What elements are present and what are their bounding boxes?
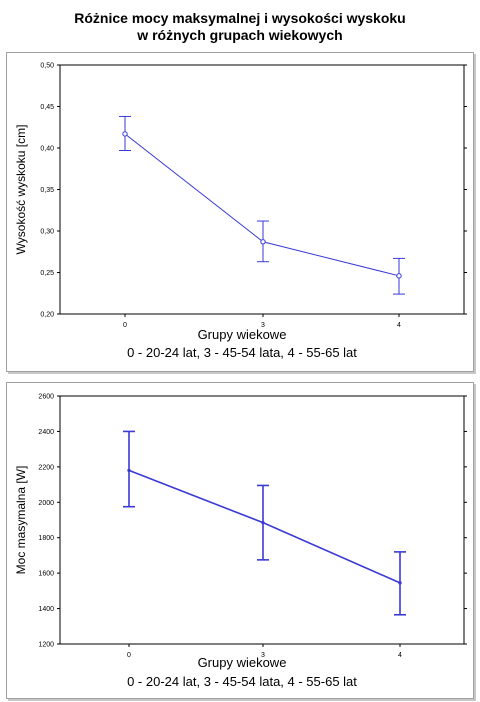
data-point xyxy=(261,520,265,525)
y-tick-label: 0,25 xyxy=(40,270,54,277)
y-tick-label: 0,40 xyxy=(40,146,54,153)
y-tick-label: 2600 xyxy=(38,394,54,401)
data-point xyxy=(398,581,402,585)
x-axis-legend-note: 0 - 20-24 lat, 3 - 45-54 lata, 4 - 55-65… xyxy=(127,345,357,360)
plot-frame xyxy=(59,64,465,315)
y-tick-label: 2000 xyxy=(38,500,54,507)
y-tick-label: 0,45 xyxy=(40,104,54,111)
x-axis-label: Grupy wiekowe xyxy=(198,327,287,342)
chart-title-line-2: w różnych grupach wiekowych xyxy=(137,27,343,43)
x-tick-label: 3 xyxy=(261,652,265,659)
data-point xyxy=(122,131,128,137)
x-axis-legend-note: 0 - 20-24 lat, 3 - 45-54 lata, 4 - 55-65… xyxy=(127,674,357,689)
x-tick-label: 3 xyxy=(261,322,265,329)
y-tick-label: 0,50 xyxy=(40,63,54,70)
max-power-chart: 2600 2400 2200 2000 1800 1600 1400 1200 0 3 4 Moc m… xyxy=(14,394,467,689)
y-tick-label: 0,30 xyxy=(40,229,54,236)
y-tick-label: 1800 xyxy=(38,535,54,542)
y-axis-label: Wysokość wyskoku [cm] xyxy=(14,125,28,255)
y-tick-label: 0,35 xyxy=(40,187,54,194)
series-line xyxy=(128,469,401,584)
chart-panel-jump-height: 0,50 0,45 0,40 0,35 0,30 0,25 0,20 0 3 4 Wysokość … xyxy=(6,52,474,372)
x-tick-label: 0 xyxy=(127,652,131,659)
y-tick-label: 1600 xyxy=(38,571,54,578)
y-tick-label: 1400 xyxy=(38,606,54,613)
chart-panel-max-power: 2600 2400 2200 2000 1800 1600 1400 1200 0 3 4 Moc m… xyxy=(6,382,474,699)
data-point xyxy=(260,239,266,245)
x-tick-label: 0 xyxy=(123,322,127,329)
y-tick-label: 2200 xyxy=(38,464,54,471)
series-line xyxy=(124,133,400,277)
data-point xyxy=(396,273,402,279)
y-tick-label: 2400 xyxy=(38,429,54,436)
y-tick-label: 1200 xyxy=(38,642,54,649)
jump-height-chart: 0,50 0,45 0,40 0,35 0,30 0,25 0,20 0 3 4 Wysokość … xyxy=(14,63,467,360)
plot-frame xyxy=(59,395,465,645)
y-axis-label: Moc masymalna [W] xyxy=(14,466,28,575)
x-axis-label: Grupy wiekowe xyxy=(198,655,287,670)
data-point xyxy=(127,468,131,473)
x-tick-label: 4 xyxy=(398,652,402,659)
y-tick-label: 0,20 xyxy=(40,312,54,319)
x-tick-label: 4 xyxy=(397,322,401,329)
chart-title-line-1: Różnice mocy maksymalnej i wysokości wys… xyxy=(74,10,406,26)
